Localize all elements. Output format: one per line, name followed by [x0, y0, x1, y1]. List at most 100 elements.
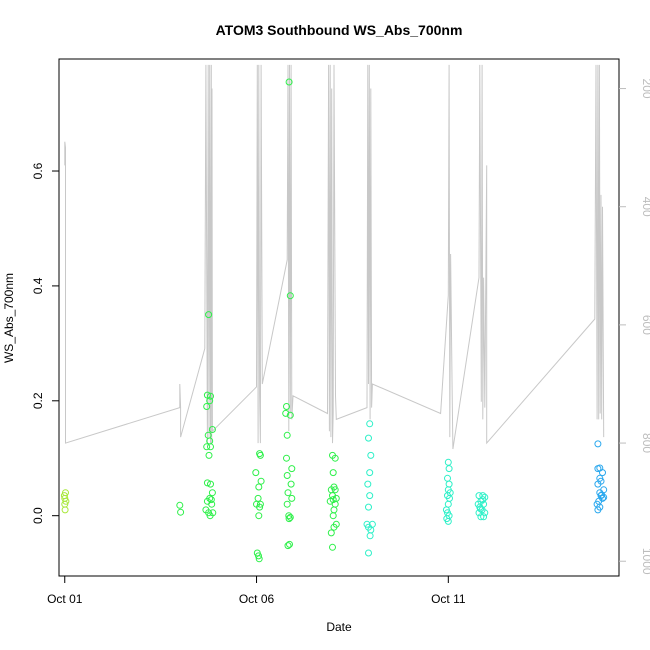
x-axis: Oct 01 Oct 06 Oct 11 [47, 575, 466, 606]
data-point [283, 454, 290, 462]
data-point [594, 506, 602, 514]
data-point [282, 409, 290, 417]
data-point [479, 496, 487, 504]
data-point [286, 292, 294, 300]
data-point [256, 503, 264, 511]
x-axis-label: Date [326, 620, 352, 634]
data-point [287, 480, 295, 488]
data-point [366, 532, 374, 540]
data-point [283, 472, 291, 479]
data-point [365, 434, 372, 442]
data-point [283, 431, 291, 439]
data-point [206, 397, 214, 405]
data-point [330, 523, 338, 531]
y-tick-label: 0.2 [31, 392, 45, 409]
data-point [208, 489, 216, 497]
data-point [475, 509, 483, 517]
data-point [285, 78, 293, 86]
data-point [176, 501, 184, 509]
data-point [203, 403, 211, 410]
data-point [257, 477, 265, 485]
data-point [205, 311, 213, 319]
data-point [206, 512, 214, 520]
chart-title: ATOM3 Southbound WS_Abs_700nm [216, 22, 463, 38]
y-axis-label: WS_Abs_700nm [2, 273, 16, 363]
data-point [255, 552, 262, 560]
y-tick-label: 0.4 [31, 277, 45, 294]
data-point [326, 497, 334, 505]
data-point [255, 512, 263, 520]
data-point [177, 508, 185, 516]
data-point [288, 465, 296, 473]
x-tick-label: Oct 06 [239, 592, 275, 606]
data-point [284, 542, 292, 550]
data-point [283, 403, 290, 410]
data-point [286, 513, 294, 521]
data-point [480, 513, 488, 521]
x-tick-label: Oct 01 [47, 592, 83, 606]
secondary-y-tick-label: 600 [640, 315, 650, 335]
data-point [252, 469, 260, 477]
data-point [285, 515, 293, 523]
data-point [207, 480, 214, 488]
data-point [203, 443, 211, 451]
data-point [444, 517, 452, 525]
data-point [205, 451, 213, 459]
data-point [283, 500, 291, 508]
data-point [288, 494, 296, 502]
data-point [254, 494, 262, 502]
data-point [208, 426, 216, 433]
data-point [284, 489, 292, 497]
data-point [594, 440, 602, 448]
data-point [60, 492, 68, 500]
data-point [331, 454, 339, 462]
data-point [364, 480, 372, 488]
secondary-series-line [64, 64, 605, 450]
data-point [208, 500, 216, 508]
y-axis: 0.0 0.2 0.4 0.6 [31, 162, 59, 524]
data-point [329, 469, 337, 477]
data-point [256, 500, 264, 508]
data-point [61, 506, 69, 514]
data-point [329, 512, 337, 520]
data-point [207, 443, 214, 451]
data-point [327, 529, 335, 537]
data-point [286, 540, 293, 548]
data-point [366, 420, 374, 428]
data-point [286, 411, 294, 419]
data-point [256, 451, 264, 459]
secondary-y-tick-label: 400 [640, 197, 650, 217]
data-point [481, 493, 489, 501]
data-point [207, 392, 214, 400]
data-point [285, 512, 293, 520]
data-point [600, 493, 608, 501]
data-point [599, 469, 606, 477]
data-point [255, 555, 263, 563]
data-point [365, 549, 372, 557]
data-point [365, 503, 372, 511]
data-point [445, 465, 453, 473]
data-point [203, 479, 211, 487]
y-tick-label: 0.0 [31, 507, 45, 524]
data-point [444, 500, 452, 508]
data-point [444, 474, 451, 482]
secondary-y-axis: 200 400 600 800 1000 [619, 79, 650, 575]
data-point [330, 506, 338, 514]
data-point [444, 458, 452, 466]
data-point [329, 543, 336, 551]
data-point [477, 505, 484, 513]
secondary-y-tick-label: 800 [640, 433, 650, 453]
y-tick-label: 0.6 [31, 162, 45, 179]
data-point [331, 486, 339, 494]
data-point [366, 492, 374, 500]
secondary-y-tick-label: 1000 [640, 548, 650, 575]
data-point [477, 513, 485, 521]
data-point [367, 451, 375, 459]
data-point [255, 483, 263, 491]
data-point [203, 391, 211, 399]
data-point [207, 496, 215, 504]
data-point [366, 469, 374, 477]
points-layer [60, 78, 608, 563]
secondary-line-layer [64, 64, 605, 450]
